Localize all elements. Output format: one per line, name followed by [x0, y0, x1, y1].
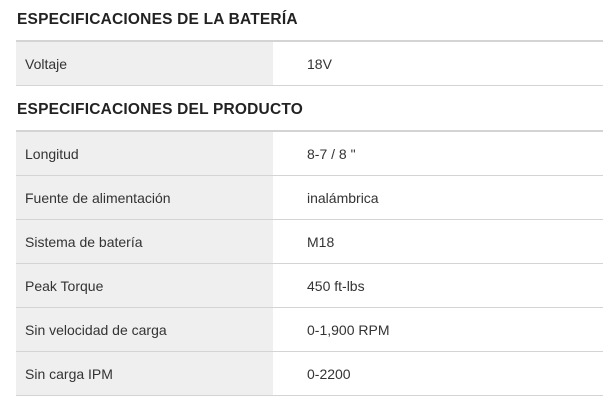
spec-value: 8-7 / 8 " [273, 130, 603, 176]
spec-value: 450 ft-lbs [273, 263, 603, 308]
table-row: Longitud 8-7 / 8 " [16, 130, 603, 176]
product-specs-table: Longitud 8-7 / 8 " Fuente de alimentación… [16, 130, 603, 396]
table-row: Sistema de batería M18 [16, 219, 603, 264]
table-row: Fuente de alimentación inalámbrica [16, 175, 603, 220]
spec-label: Longitud [16, 130, 273, 176]
spec-value: 18V [273, 40, 603, 86]
spec-label: Fuente de alimentación [16, 175, 273, 220]
spec-label: Peak Torque [16, 263, 273, 308]
spec-label: Voltaje [16, 40, 273, 86]
battery-specs-heading: ESPECIFICACIONES DE LA BATERÍA [17, 11, 298, 28]
spec-value: M18 [273, 219, 603, 264]
spec-label: Sin velocidad de carga [16, 307, 273, 352]
spec-value: 0-1,900 RPM [273, 307, 603, 352]
product-specs-heading: ESPECIFICACIONES DEL PRODUCTO [17, 101, 303, 118]
spec-value: inalámbrica [273, 175, 603, 220]
battery-specs-table: Voltaje 18V [16, 40, 603, 86]
table-row: Voltaje 18V [16, 40, 603, 86]
spec-label: Sistema de batería [16, 219, 273, 264]
spec-label: Sin carga IPM [16, 351, 273, 396]
spec-value: 0-2200 [273, 351, 603, 396]
table-row: Peak Torque 450 ft-lbs [16, 263, 603, 308]
table-row: Sin velocidad de carga 0-1,900 RPM [16, 307, 603, 352]
table-row: Sin carga IPM 0-2200 [16, 351, 603, 396]
